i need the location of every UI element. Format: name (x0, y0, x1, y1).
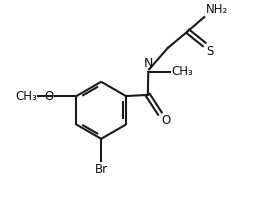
Text: CH₃: CH₃ (16, 90, 38, 103)
Text: CH₃: CH₃ (171, 65, 193, 78)
Text: O: O (44, 90, 53, 103)
Text: O: O (161, 114, 171, 127)
Text: S: S (206, 45, 213, 58)
Text: NH₂: NH₂ (206, 3, 228, 16)
Text: Br: Br (95, 163, 108, 176)
Text: N: N (144, 57, 153, 70)
